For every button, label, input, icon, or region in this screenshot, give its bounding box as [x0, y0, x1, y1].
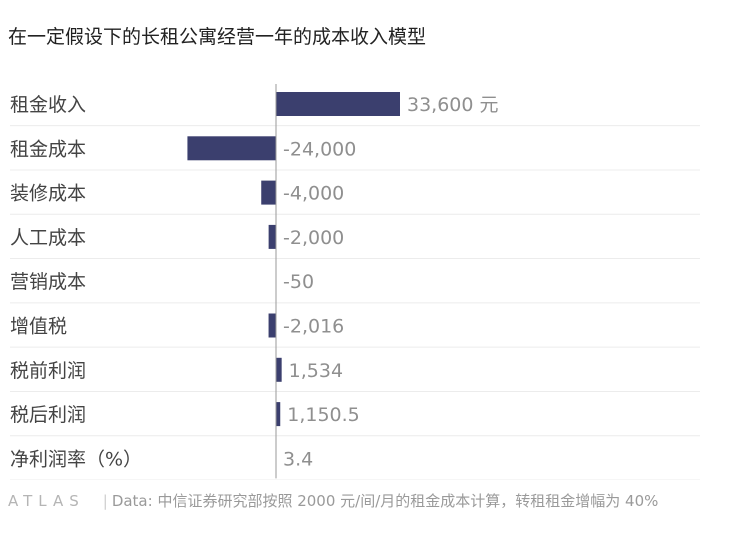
bar [276, 402, 281, 427]
bar [261, 180, 276, 205]
value-label: 33,600 元 [407, 94, 499, 116]
category-label: 租金成本 [10, 138, 86, 160]
value-label: 1,150.5 [287, 404, 360, 426]
bar [276, 92, 400, 116]
bar [268, 224, 276, 249]
value-label: -24,000 [283, 138, 356, 160]
category-label: 营销成本 [10, 271, 86, 293]
chart-title: 在一定假设下的长租公寓经营一年的成本收入模型 [8, 26, 427, 48]
value-label: -2,016 [283, 316, 344, 338]
value-label: 1,534 [289, 360, 343, 382]
value-label: -2,000 [283, 227, 344, 249]
category-label: 人工成本 [10, 227, 86, 249]
bar [268, 313, 276, 338]
value-label: -50 [283, 271, 314, 293]
category-label: 增值税 [10, 316, 67, 338]
value-label: 3.4 [283, 448, 313, 470]
footer-separator: | [102, 492, 108, 510]
category-label: 税后利润 [10, 404, 86, 426]
chart-footer: ATLAS | Data: 中信证券研究部按照 2000 元/间/月的租金成本计算，… [8, 488, 738, 514]
bar [276, 357, 282, 382]
value-label: -4,000 [283, 183, 344, 205]
category-label: 租金收入 [10, 94, 86, 116]
data-source-note: Data: 中信证券研究部按照 2000 元/间/月的租金成本计算，转租租金增幅… [111, 492, 659, 510]
category-label: 净利润率（%） [10, 448, 142, 470]
atlas-logo: ATLAS [8, 492, 85, 510]
bar [187, 136, 276, 161]
category-label: 税前利润 [10, 360, 86, 382]
category-label: 装修成本 [10, 183, 86, 205]
